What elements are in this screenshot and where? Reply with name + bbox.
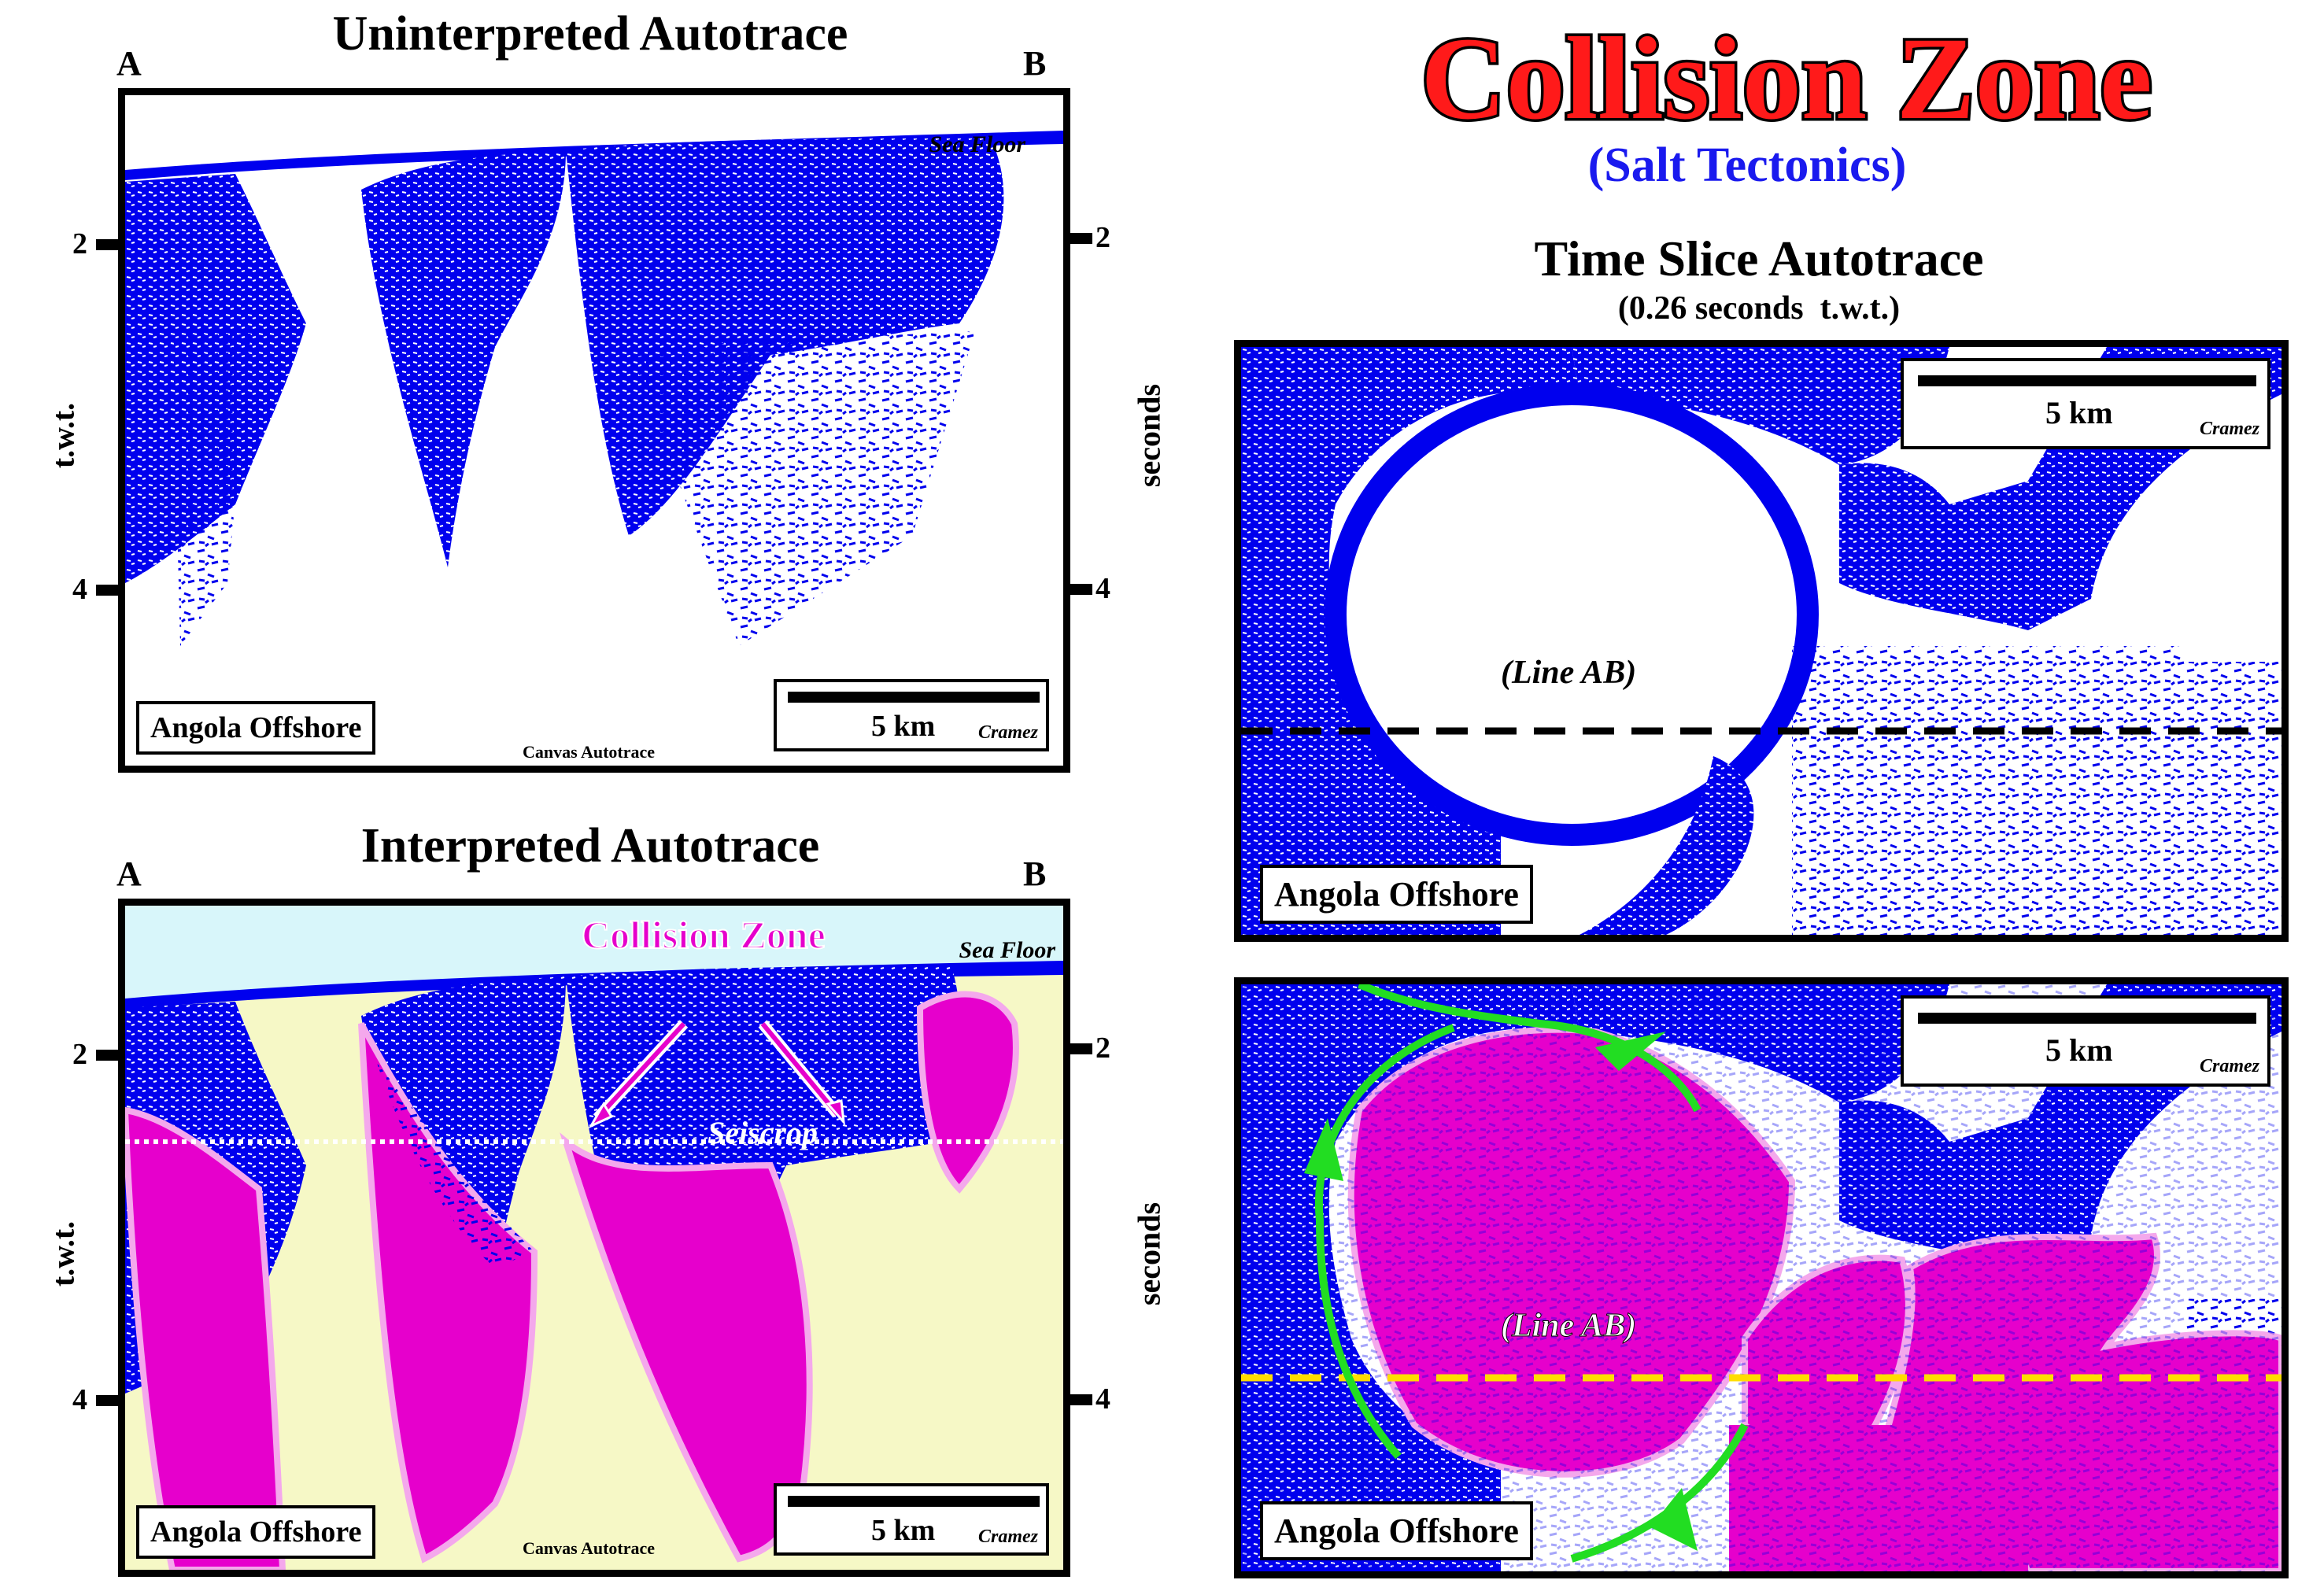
scale-label-2: 5 km <box>871 1514 936 1547</box>
tick-mark-4-left-2 <box>96 1395 120 1406</box>
right-axis-label-2: seconds <box>1131 1202 1167 1306</box>
scale-label-3: 5 km <box>2045 395 2113 430</box>
canvas-autotrace-note-2: Canvas Autotrace <box>523 1538 656 1558</box>
uninterpreted-seismic-panel: Sea Floor Angola Offshore Canvas Autotra… <box>118 88 1070 773</box>
scale-box-3: 5 km Cramez <box>1901 358 2270 449</box>
author-label: Cramez <box>977 722 1038 743</box>
tick-mark-4-left <box>96 585 120 596</box>
end-b-label: B <box>1023 44 1047 83</box>
canvas-autotrace-note: Canvas Autotrace <box>523 742 656 762</box>
time-slice-panel: (Line AB) Angola Offshore 5 km Cramez <box>1234 340 2289 942</box>
right-axis-label: seconds <box>1131 383 1167 488</box>
author-label-4: Cramez <box>2199 1056 2259 1076</box>
main-subtitle: (Salt Tectonics) <box>1587 138 1907 192</box>
tick-4-left-2: 4 <box>72 1383 87 1416</box>
end-a-label: A <box>116 44 142 83</box>
scale-box-4: 5 km Cramez <box>1901 995 2270 1087</box>
scale-bar <box>788 692 1040 703</box>
author-label-3: Cramez <box>2199 419 2259 439</box>
sea-floor-label: Sea Floor <box>929 131 1025 157</box>
tick-mark-2-right <box>1069 233 1092 244</box>
line-ab-label-2: (Line AB) <box>1500 1308 1637 1345</box>
location-box-3: Angola Offshore <box>1260 865 1533 924</box>
tick-mark-4-right-2 <box>1069 1394 1092 1405</box>
left-axis-label: t.w.t. <box>45 402 81 469</box>
end-a-label-2: A <box>116 855 142 893</box>
author-label-2: Cramez <box>977 1526 1038 1547</box>
seiscrop-label: Seiscrop <box>708 1115 818 1150</box>
uninterpreted-title: Uninterpreted Autotrace <box>332 7 848 61</box>
scale-label-4: 5 km <box>2045 1032 2113 1068</box>
scale-box-2: 5 km Cramez <box>774 1483 1049 1556</box>
tick-2-right-2: 2 <box>1095 1032 1110 1065</box>
time-slice-interpreted-panel: (Line AB) Angola Offshore 5 km Cramez <box>1234 977 2289 1578</box>
tick-mark-2-left-2 <box>96 1050 120 1061</box>
interpreted-seismic-svg <box>125 906 1063 1570</box>
scale-bar-2 <box>788 1496 1040 1507</box>
tick-mark-2-left <box>96 239 120 250</box>
scale-box: 5 km Cramez <box>774 679 1049 751</box>
tick-2-right: 2 <box>1095 221 1110 254</box>
uninterpreted-seismic-svg <box>125 95 1063 766</box>
time-slice-title: Time Slice Autotrace <box>1534 231 1984 286</box>
main-title-graphic: Collision Zone <box>1418 11 2155 142</box>
main-title: Collision Zone <box>1421 13 2152 142</box>
tick-4-right-2: 4 <box>1095 1382 1110 1416</box>
tick-4-left: 4 <box>72 573 87 606</box>
location-box-2: Angola Offshore <box>136 1505 376 1559</box>
tick-4-right: 4 <box>1095 572 1110 605</box>
tick-2-left-2: 2 <box>72 1038 87 1071</box>
sea-floor-label-2: Sea Floor <box>959 937 1055 963</box>
collision-zone-label: Collision Zone <box>581 912 826 958</box>
location-box: Angola Offshore <box>136 701 376 755</box>
tick-2-left: 2 <box>72 227 87 260</box>
scale-bar-4 <box>1918 1013 2256 1024</box>
tick-mark-2-right-2 <box>1069 1043 1092 1054</box>
interpreted-seismic-panel: Sea Floor Collision Zone Seiscrop Angola… <box>118 899 1070 1577</box>
time-slice-svg <box>1241 347 2282 935</box>
scale-bar-3 <box>1918 375 2256 386</box>
time-slice-subtitle: (0.26 seconds t.w.t.) <box>1617 290 1901 327</box>
left-axis-label-2: t.w.t. <box>45 1220 81 1287</box>
location-box-4: Angola Offshore <box>1260 1501 1533 1560</box>
end-b-label-2: B <box>1023 855 1047 893</box>
scale-label: 5 km <box>871 710 936 743</box>
tick-mark-4-right <box>1069 584 1092 595</box>
interpreted-title: Interpreted Autotrace <box>360 819 820 873</box>
line-ab-label: (Line AB) <box>1501 655 1637 691</box>
